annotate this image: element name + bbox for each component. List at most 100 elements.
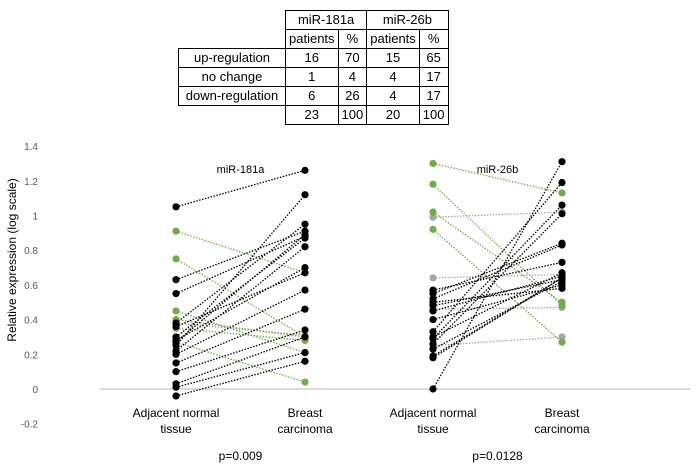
pair-line: [175, 235, 306, 295]
category-label: Adjacent normal tissue: [390, 406, 477, 436]
pair-line: [175, 322, 306, 336]
pair-line: [175, 266, 306, 341]
cell: 4: [366, 67, 420, 87]
pair-line: [432, 273, 563, 279]
panel-title: miR-26b: [477, 164, 519, 176]
point-carcinoma: [558, 178, 566, 187]
point-normal: [172, 350, 180, 358]
pair-line: [175, 289, 306, 355]
y-tick-label: 1.2: [24, 177, 38, 188]
pair-line: [432, 277, 563, 357]
point-carcinoma: [558, 333, 566, 341]
point-normal: [429, 274, 437, 282]
point-normal: [172, 203, 180, 211]
point-normal: [429, 213, 437, 221]
point-normal: [172, 359, 180, 367]
cell: 23: [285, 105, 339, 125]
point-carcinoma: [558, 274, 566, 282]
point-carcinoma: [301, 357, 309, 365]
pair-line: [175, 223, 306, 324]
point-normal: [172, 383, 180, 391]
point-carcinoma: [301, 305, 309, 313]
pair-line: [432, 161, 563, 390]
point-normal: [172, 289, 180, 298]
point-carcinoma: [301, 269, 309, 277]
y-axis-title: Relative expression (log scale): [5, 178, 19, 341]
pair-line: [175, 318, 306, 338]
point-normal: [172, 255, 180, 263]
point-normal: [172, 322, 180, 331]
y-tick-label: 1.4: [24, 142, 38, 153]
point-carcinoma: [301, 191, 309, 199]
category-label: Breast carcinoma: [277, 406, 333, 436]
point-normal: [429, 340, 437, 348]
point-carcinoma: [301, 166, 309, 174]
pair-line: [175, 351, 306, 388]
pair-line: [175, 327, 306, 342]
pair-line: [432, 228, 563, 343]
pair-line: [432, 306, 563, 310]
pair-line: [432, 287, 563, 303]
pair-line: [175, 308, 306, 364]
p-value: p=0.009: [219, 449, 263, 463]
cell: 100: [418, 105, 449, 125]
pair-line: [175, 234, 306, 343]
pair-line: [432, 261, 563, 291]
y-tick-label: 0.8: [24, 246, 38, 257]
point-normal: [172, 368, 180, 376]
point-normal: [429, 345, 437, 353]
point-normal: [172, 392, 180, 400]
category-label: Adjacent normal tissue: [133, 406, 220, 436]
point-carcinoma: [558, 210, 566, 218]
point-carcinoma: [301, 333, 309, 341]
pair-line: [432, 162, 563, 194]
y-tick-label: 0.2: [24, 350, 38, 361]
point-carcinoma: [558, 284, 566, 292]
point-normal: [429, 208, 437, 216]
pair-line: [175, 360, 306, 397]
point-carcinoma: [558, 201, 566, 209]
pair-line: [175, 246, 306, 352]
point-carcinoma: [301, 286, 309, 294]
pair-line: [432, 244, 563, 300]
point-normal: [429, 225, 437, 233]
pair-line: [432, 279, 563, 307]
point-normal: [172, 307, 180, 315]
point-carcinoma: [301, 243, 309, 251]
cell: 20: [366, 105, 420, 125]
pair-line: [175, 341, 306, 383]
category-label: Breast carcinoma: [534, 406, 590, 436]
pair-line: [432, 211, 563, 303]
point-carcinoma: [558, 189, 566, 197]
pair-line: [432, 213, 563, 345]
table-row-total: 23 100 20 100: [179, 105, 449, 125]
point-carcinoma: [558, 241, 566, 249]
pair-line: [175, 194, 306, 347]
point-carcinoma: [301, 230, 309, 239]
point-normal: [172, 338, 180, 346]
y-tick-label: -0.2: [21, 420, 39, 431]
point-carcinoma: [301, 348, 309, 357]
y-tick-label: 0: [32, 385, 38, 396]
point-normal: [429, 298, 437, 306]
pair-line: [175, 258, 306, 338]
pair-line: [432, 242, 563, 295]
point-normal: [429, 333, 437, 341]
row-label: down-regulation: [178, 86, 286, 106]
cell: 70: [337, 48, 368, 68]
pair-line: [432, 272, 563, 338]
regulation-table: miR-181a miR-26b patients % patients % u…: [178, 10, 449, 125]
panel-title: miR-181a: [217, 164, 266, 176]
table-row: down-regulation 6 26 4 17: [178, 86, 449, 106]
pair-line: [175, 169, 306, 208]
pair-line: [432, 280, 563, 350]
point-normal: [429, 180, 437, 188]
point-carcinoma: [301, 220, 309, 228]
pair-line: [432, 211, 563, 218]
pair-line: [432, 275, 563, 312]
point-normal: [429, 159, 437, 168]
point-normal: [429, 354, 437, 362]
point-normal: [172, 276, 180, 284]
point-normal: [429, 307, 437, 315]
